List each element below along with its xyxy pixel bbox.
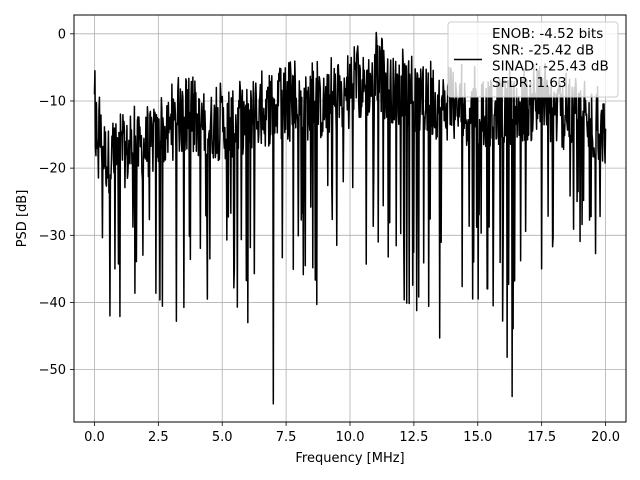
- y-tick-label: −20: [39, 162, 66, 177]
- y-axis-title: PSD [dB]: [15, 190, 30, 248]
- legend-label-line: SINAD: -25.43 dB: [492, 59, 609, 75]
- legend-label-line: ENOB: -4.52 bits: [492, 26, 603, 42]
- legend-label: ENOB: -4.52 bits SNR: -25.42 dB SINAD: -25…: [492, 26, 609, 91]
- psd-series-line: [93, 31, 607, 405]
- y-tick-label: 0: [58, 27, 66, 42]
- legend-label-line: SNR: -25.42 dB: [492, 42, 594, 58]
- series-layer: [93, 31, 607, 405]
- x-tick-label: 0.0: [84, 430, 105, 445]
- x-tick-label: 15.0: [463, 430, 492, 445]
- x-tick-label: 2.5: [148, 430, 169, 445]
- legend-label-line: SFDR: 1.63: [492, 75, 567, 91]
- y-tick-label: −40: [39, 296, 66, 311]
- legend: ENOB: -4.52 bits SNR: -25.42 dB SINAD: -25…: [447, 21, 619, 98]
- x-tick-label: 10.0: [336, 430, 365, 445]
- x-tick-label: 17.5: [527, 430, 556, 445]
- y-tick-label: −10: [39, 94, 66, 109]
- x-tick-label: 20.0: [591, 430, 620, 445]
- x-axis-title: Frequency [MHz]: [295, 451, 404, 466]
- x-tick-label: 5.0: [212, 430, 233, 445]
- y-tick-label: −30: [39, 229, 66, 244]
- x-tick-label: 12.5: [399, 430, 428, 445]
- x-tick-label: 7.5: [276, 430, 297, 445]
- legend-box: [447, 21, 619, 98]
- x-axis: 0.0 2.5 5.0 7.5 10.0 12.5 15.0 17.5 20.0: [84, 422, 620, 445]
- y-tick-label: −50: [39, 363, 66, 378]
- y-axis: 0 −10 −20 −30 −40 −50: [39, 27, 74, 378]
